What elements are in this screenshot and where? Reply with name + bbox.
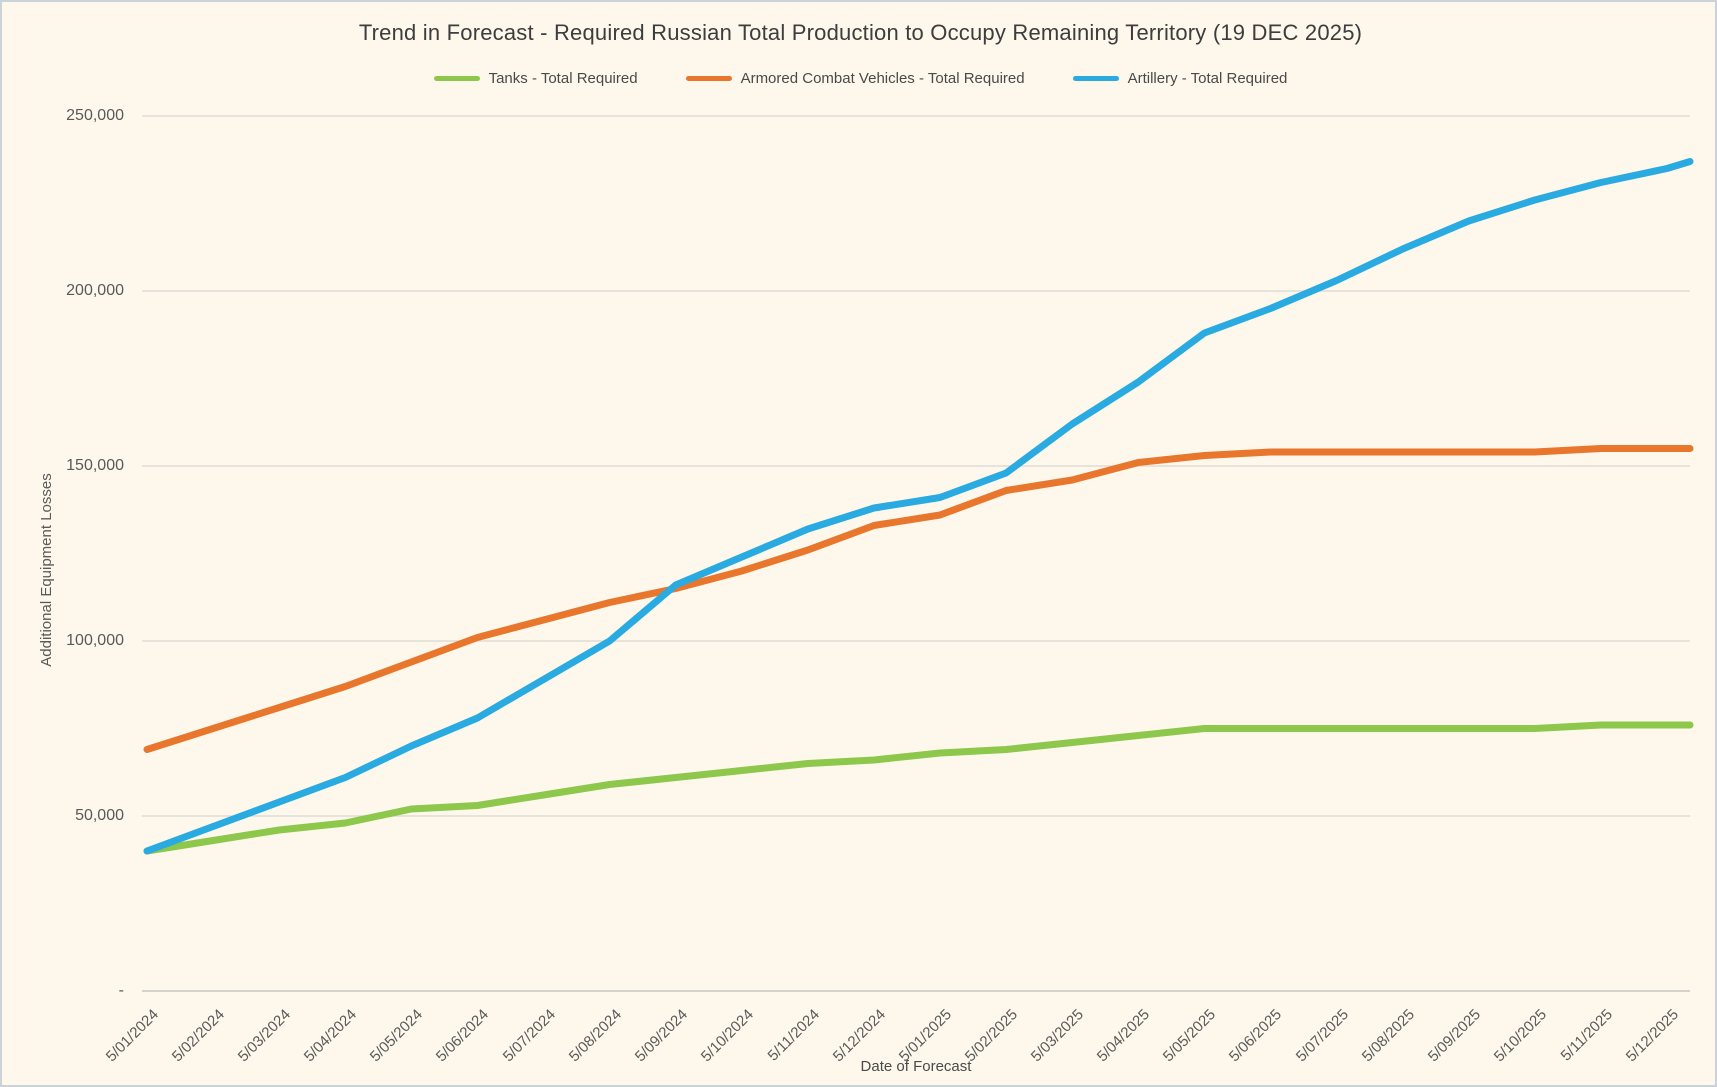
- legend-item: Tanks - Total Required: [433, 70, 638, 87]
- x-axis-title: Date of Forecast: [860, 1058, 972, 1075]
- chart-title: Trend in Forecast - Required Russian Tot…: [358, 20, 1363, 45]
- legend-item: Armored Combat Vehicles - Total Required: [685, 70, 1025, 87]
- legend-label: Tanks - Total Required: [488, 70, 638, 87]
- legend: Tanks - Total Required Armored Combat Veh…: [2, 70, 1715, 87]
- y-tick-label: 100,000: [66, 632, 124, 649]
- y-axis-title: Additional Equipment Losses: [38, 473, 55, 667]
- y-tick-label: 200,000: [66, 282, 124, 299]
- legend-swatch: [685, 76, 732, 81]
- legend-swatch: [433, 76, 480, 81]
- series-line-armored: [143, 445, 1694, 753]
- y-tick-label: 150,000: [66, 457, 124, 474]
- legend-label: Armored Combat Vehicles - Total Required: [740, 70, 1025, 87]
- legend-swatch: [1072, 76, 1119, 81]
- y-tick-label: -: [118, 982, 124, 999]
- y-tick-label: 50,000: [75, 807, 124, 824]
- series-line-artillery: [143, 158, 1694, 855]
- series-line-tanks: [143, 721, 1694, 855]
- legend-label: Artillery - Total Required: [1127, 70, 1288, 87]
- legend-item: Artillery - Total Required: [1072, 70, 1288, 87]
- y-tick-label: 250,000: [66, 107, 124, 124]
